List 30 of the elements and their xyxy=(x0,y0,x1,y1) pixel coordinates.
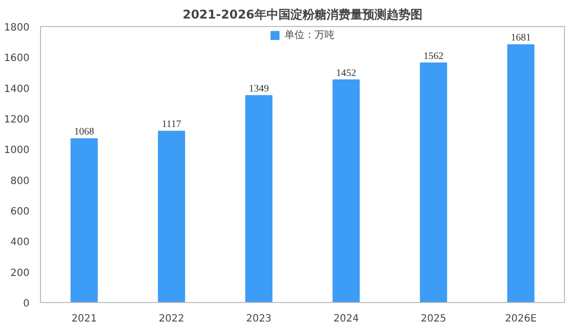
chart-title: 2021-2026年中国淀粉糖消费量预测趋势图 xyxy=(182,8,422,22)
y-tick-label: 1800 xyxy=(4,22,30,34)
data-label: 1068 xyxy=(74,126,94,138)
y-tick-label: 800 xyxy=(10,176,30,187)
y-tick-label: 1000 xyxy=(4,145,30,156)
data-label: 1681 xyxy=(510,32,531,44)
y-tick-label: 600 xyxy=(10,206,30,218)
bar xyxy=(158,130,186,302)
data-label: 1562 xyxy=(424,50,444,62)
bar xyxy=(332,79,360,302)
bar xyxy=(70,138,98,302)
data-label: 1452 xyxy=(336,68,356,79)
y-tick-label: 0 xyxy=(23,298,30,310)
x-tick-label: 2021 xyxy=(71,314,97,324)
bar xyxy=(420,62,448,302)
y-tick-label: 1200 xyxy=(4,114,30,126)
data-label: 1117 xyxy=(162,119,182,130)
data-label: 1349 xyxy=(248,84,269,95)
legend-label: 单位：万吨 xyxy=(284,28,334,42)
y-tick-label: 200 xyxy=(10,268,30,279)
x-tick-label: 2023 xyxy=(246,314,272,324)
y-tick-label: 400 xyxy=(10,237,30,248)
y-tick-label: 1400 xyxy=(4,84,30,95)
bar xyxy=(245,95,272,302)
x-tick-label: 2026E xyxy=(504,314,537,324)
x-tick-label: 2024 xyxy=(333,314,359,324)
bar xyxy=(507,44,534,302)
x-tick-label: 2022 xyxy=(158,314,184,324)
x-tick-label: 2025 xyxy=(420,314,446,324)
y-tick-label: 1600 xyxy=(4,53,30,64)
